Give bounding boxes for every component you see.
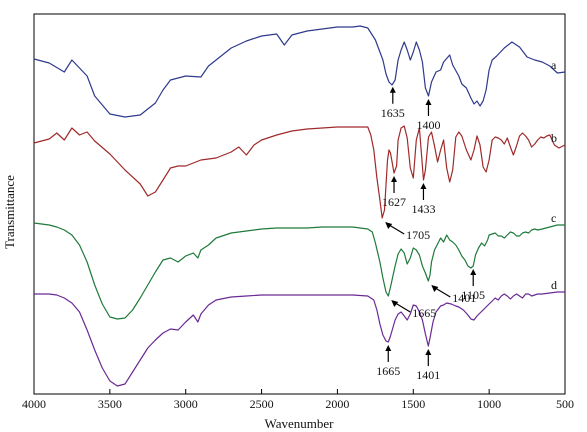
x-tick-label: 3000 — [174, 397, 198, 411]
series-labels: a b c d — [551, 58, 557, 292]
series-line-d — [34, 291, 565, 387]
plot-frame — [33, 13, 566, 395]
annotation-arrowhead — [431, 285, 439, 292]
annotation-label: 1401 — [416, 368, 440, 382]
annotation-arrowhead — [391, 176, 398, 182]
series-line-a — [33, 25, 566, 118]
annotation-arrow — [388, 224, 405, 235]
axes: 4000 3500 3000 2500 2000 1500 1000 500 — [22, 13, 574, 411]
x-tick-label: 2000 — [325, 397, 349, 411]
series-label-b: b — [551, 131, 557, 145]
x-axis-label: Wavenumber — [265, 416, 335, 431]
x-tick-label: 500 — [556, 397, 574, 411]
annotation-label: 1105 — [461, 288, 485, 302]
x-tick-label: 4000 — [22, 397, 46, 411]
annotation-arrowhead — [385, 345, 392, 351]
series-label-a: a — [551, 58, 557, 72]
annotation-arrowhead — [425, 99, 432, 105]
annotation-arrow — [394, 302, 411, 313]
annotation-arrowhead — [420, 183, 427, 189]
annotation-label: 1635 — [381, 106, 405, 120]
annotation-arrowhead — [389, 86, 396, 93]
x-tick-label: 1000 — [477, 397, 501, 411]
annotation-label: 1627 — [382, 195, 406, 209]
series-layer — [33, 25, 566, 387]
annotation-label: 1400 — [416, 118, 440, 132]
annotation-label: 1705 — [406, 228, 430, 242]
x-tick-label: 2500 — [250, 397, 274, 411]
x-tick-label: 3500 — [98, 397, 122, 411]
annotation-label: 1665 — [412, 306, 436, 320]
annotation-label: 1665 — [376, 364, 400, 378]
annotation-arrowhead — [470, 269, 477, 275]
series-label-d: d — [551, 278, 557, 292]
series-line-b — [33, 125, 566, 219]
annotation-arrowhead — [425, 349, 432, 355]
annotation-arrow — [434, 287, 451, 298]
annotation-label: 1401 — [452, 291, 476, 305]
annotation-label: 1433 — [411, 202, 435, 216]
annotation-arrowhead — [391, 300, 399, 307]
series-line-c — [33, 222, 565, 320]
series-label-c: c — [551, 211, 556, 225]
annotation-arrowhead — [385, 222, 393, 229]
x-tick-label: 1500 — [401, 397, 425, 411]
y-axis-label: Transmittance — [2, 175, 17, 249]
